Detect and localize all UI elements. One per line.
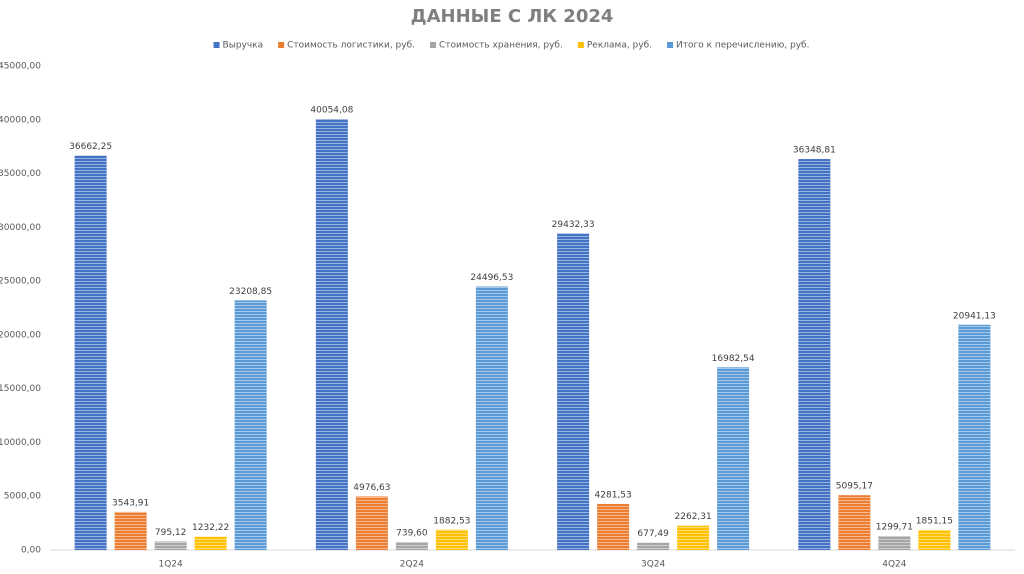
x-tick-label: 3Q24 [641,560,666,570]
bar-texture [677,525,710,550]
bar-texture [918,530,951,550]
bar-texture [798,159,831,551]
value-label: 1299,71 [876,523,913,533]
bar-texture [315,119,348,551]
bar-texture [878,536,911,550]
bar-texture [194,536,227,550]
bar-texture [154,541,187,550]
value-label: 1232,22 [192,523,229,533]
legend-swatch [278,42,285,48]
value-label: 4281,53 [595,490,632,500]
value-label: 3543,91 [112,498,149,508]
value-label: 4976,63 [353,483,390,493]
value-label: 24496,53 [470,273,513,283]
legend-label: Стоимость хранения, руб. [439,41,563,51]
value-label: 795,12 [155,528,187,538]
value-label: 23208,85 [229,287,272,297]
bar-texture [435,529,468,550]
value-label: 1851,15 [916,517,953,527]
y-tick-label: 20000,00 [0,330,41,340]
bar-texture [557,233,590,550]
legend-swatch [577,42,584,48]
value-label: 29432,33 [552,220,595,230]
y-tick-label: 5000,00 [4,492,41,502]
value-label: 20941,13 [953,311,996,321]
y-tick-label: 15000,00 [0,384,41,394]
bar-texture [355,496,388,550]
value-label: 1882,53 [433,516,470,526]
bar-texture [637,542,670,550]
legend-label: Выручка [223,41,264,51]
value-label: 2262,31 [675,512,712,522]
bar-texture [838,495,871,550]
legend-label: Реклама, руб. [587,41,652,51]
value-label: 739,60 [396,529,428,539]
legend-swatch [213,42,220,48]
value-label: 40054,08 [310,106,353,116]
y-tick-label: 35000,00 [0,169,41,179]
bar-texture [395,542,428,550]
value-label: 5095,17 [836,482,873,492]
y-tick-label: 0,00 [21,546,41,556]
legend-swatch [430,42,437,48]
y-tick-label: 45000,00 [0,62,41,72]
value-label: 16982,54 [712,354,755,364]
x-tick-label: 1Q24 [158,560,183,570]
bar-texture [958,324,991,550]
x-tick-label: 2Q24 [400,560,425,570]
y-tick-label: 10000,00 [0,438,41,448]
y-tick-label: 30000,00 [0,223,41,233]
legend-swatch [667,42,674,48]
bar-texture [717,367,750,550]
legend-label: Стоимость логистики, руб. [287,41,415,51]
value-label: 677,49 [637,529,669,539]
chart-title: ДАННЫЕ С ЛК 2024 [411,6,614,27]
legend-label: Итого к перечислению, руб. [676,41,809,51]
bar-texture [234,300,267,550]
bar-texture [597,503,630,550]
value-label: 36662,25 [69,142,112,152]
bar-texture [74,155,107,551]
y-tick-label: 40000,00 [0,115,41,125]
bar-texture [475,286,508,550]
x-tick-label: 4Q24 [882,560,907,570]
value-label: 36348,81 [793,146,836,156]
bar-texture [114,511,147,550]
y-tick-label: 25000,00 [0,277,41,287]
